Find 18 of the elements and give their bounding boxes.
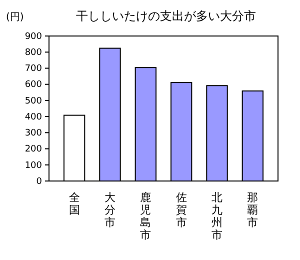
y-tick-label: 0 <box>36 176 42 187</box>
y-tick-label: 300 <box>24 128 42 139</box>
y-tick-label: 800 <box>24 48 42 58</box>
y-tick-label: 900 <box>24 32 42 42</box>
y-tick-label: 200 <box>24 144 42 155</box>
y-tick-label: 700 <box>24 64 42 74</box>
chart-title: 干ししいたけの支出が多い大分市 <box>76 9 256 23</box>
x-tick-label: 全国 <box>68 191 80 216</box>
y-tick-label: 400 <box>24 112 42 122</box>
y-tick-label: 500 <box>24 96 42 106</box>
x-tick-label: 那覇市 <box>247 191 258 229</box>
y-tick-label: 100 <box>24 160 42 171</box>
y-axis-title: (円) <box>6 12 24 23</box>
x-tick-label: 北九州市 <box>212 191 223 242</box>
x-tick-label: 佐賀市 <box>176 191 187 229</box>
x-tick-label: 大分市 <box>104 191 116 229</box>
x-tick-label: 鹿児島市 <box>140 191 152 242</box>
y-tick-label: 600 <box>24 80 42 90</box>
